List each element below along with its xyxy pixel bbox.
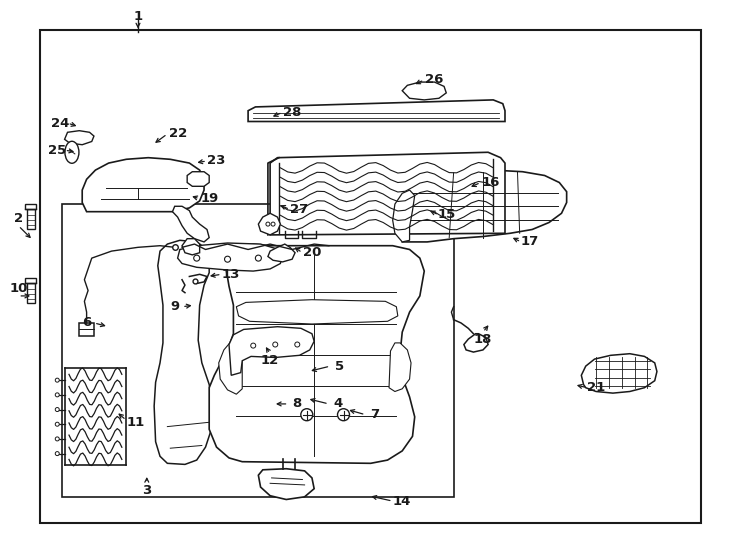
Bar xyxy=(26,204,36,208)
Circle shape xyxy=(273,342,277,347)
Polygon shape xyxy=(172,206,209,242)
Circle shape xyxy=(251,343,255,348)
Text: 28: 28 xyxy=(283,106,302,119)
Circle shape xyxy=(194,255,200,261)
Polygon shape xyxy=(581,354,657,393)
Text: 8: 8 xyxy=(293,397,302,410)
Text: 14: 14 xyxy=(393,495,412,508)
Circle shape xyxy=(55,451,59,456)
Circle shape xyxy=(338,409,349,421)
Circle shape xyxy=(55,378,59,382)
Text: 17: 17 xyxy=(521,235,539,248)
Polygon shape xyxy=(219,341,242,394)
Polygon shape xyxy=(229,327,314,375)
Polygon shape xyxy=(79,323,94,336)
Text: 22: 22 xyxy=(169,127,186,140)
Text: 24: 24 xyxy=(51,117,70,130)
Polygon shape xyxy=(82,158,204,212)
Text: 9: 9 xyxy=(170,300,179,313)
Circle shape xyxy=(225,256,230,262)
Text: 18: 18 xyxy=(473,333,493,346)
Text: 6: 6 xyxy=(82,316,91,329)
Bar xyxy=(27,208,34,229)
Polygon shape xyxy=(182,239,200,255)
Text: 25: 25 xyxy=(48,144,66,157)
Text: 11: 11 xyxy=(127,416,145,429)
Circle shape xyxy=(266,222,270,226)
Text: 21: 21 xyxy=(587,381,605,394)
Text: 15: 15 xyxy=(437,208,455,221)
Polygon shape xyxy=(65,131,94,145)
Polygon shape xyxy=(154,240,213,464)
Circle shape xyxy=(55,393,59,397)
Polygon shape xyxy=(187,172,209,186)
Bar xyxy=(62,204,454,497)
Polygon shape xyxy=(268,244,295,262)
Text: 16: 16 xyxy=(481,176,500,189)
Bar xyxy=(40,30,701,523)
Text: 12: 12 xyxy=(261,354,279,367)
Bar xyxy=(26,278,36,282)
Circle shape xyxy=(271,222,275,226)
Polygon shape xyxy=(393,190,415,242)
Polygon shape xyxy=(248,100,505,122)
Bar xyxy=(27,282,34,303)
Text: 2: 2 xyxy=(14,212,23,225)
Text: 10: 10 xyxy=(9,282,28,295)
Polygon shape xyxy=(389,343,411,391)
Ellipse shape xyxy=(65,141,79,163)
Polygon shape xyxy=(464,334,488,352)
Polygon shape xyxy=(209,244,424,463)
Polygon shape xyxy=(178,243,283,271)
Polygon shape xyxy=(236,300,398,324)
Text: 7: 7 xyxy=(370,408,379,421)
Circle shape xyxy=(55,422,59,426)
Circle shape xyxy=(255,255,261,261)
Circle shape xyxy=(295,342,299,347)
Text: 3: 3 xyxy=(142,484,151,497)
Text: 23: 23 xyxy=(207,154,226,167)
Circle shape xyxy=(301,409,313,421)
Text: 20: 20 xyxy=(302,246,321,259)
Circle shape xyxy=(55,408,59,411)
Text: 26: 26 xyxy=(425,73,444,86)
Text: 4: 4 xyxy=(333,397,342,410)
Text: 27: 27 xyxy=(291,203,308,216)
Text: 13: 13 xyxy=(222,268,241,281)
Polygon shape xyxy=(402,82,446,100)
Text: 19: 19 xyxy=(200,192,218,205)
Text: 1: 1 xyxy=(134,10,142,23)
Polygon shape xyxy=(270,152,505,235)
Text: 5: 5 xyxy=(335,360,344,373)
Circle shape xyxy=(55,437,59,441)
Polygon shape xyxy=(400,170,567,242)
Polygon shape xyxy=(258,469,314,500)
Polygon shape xyxy=(258,213,280,235)
